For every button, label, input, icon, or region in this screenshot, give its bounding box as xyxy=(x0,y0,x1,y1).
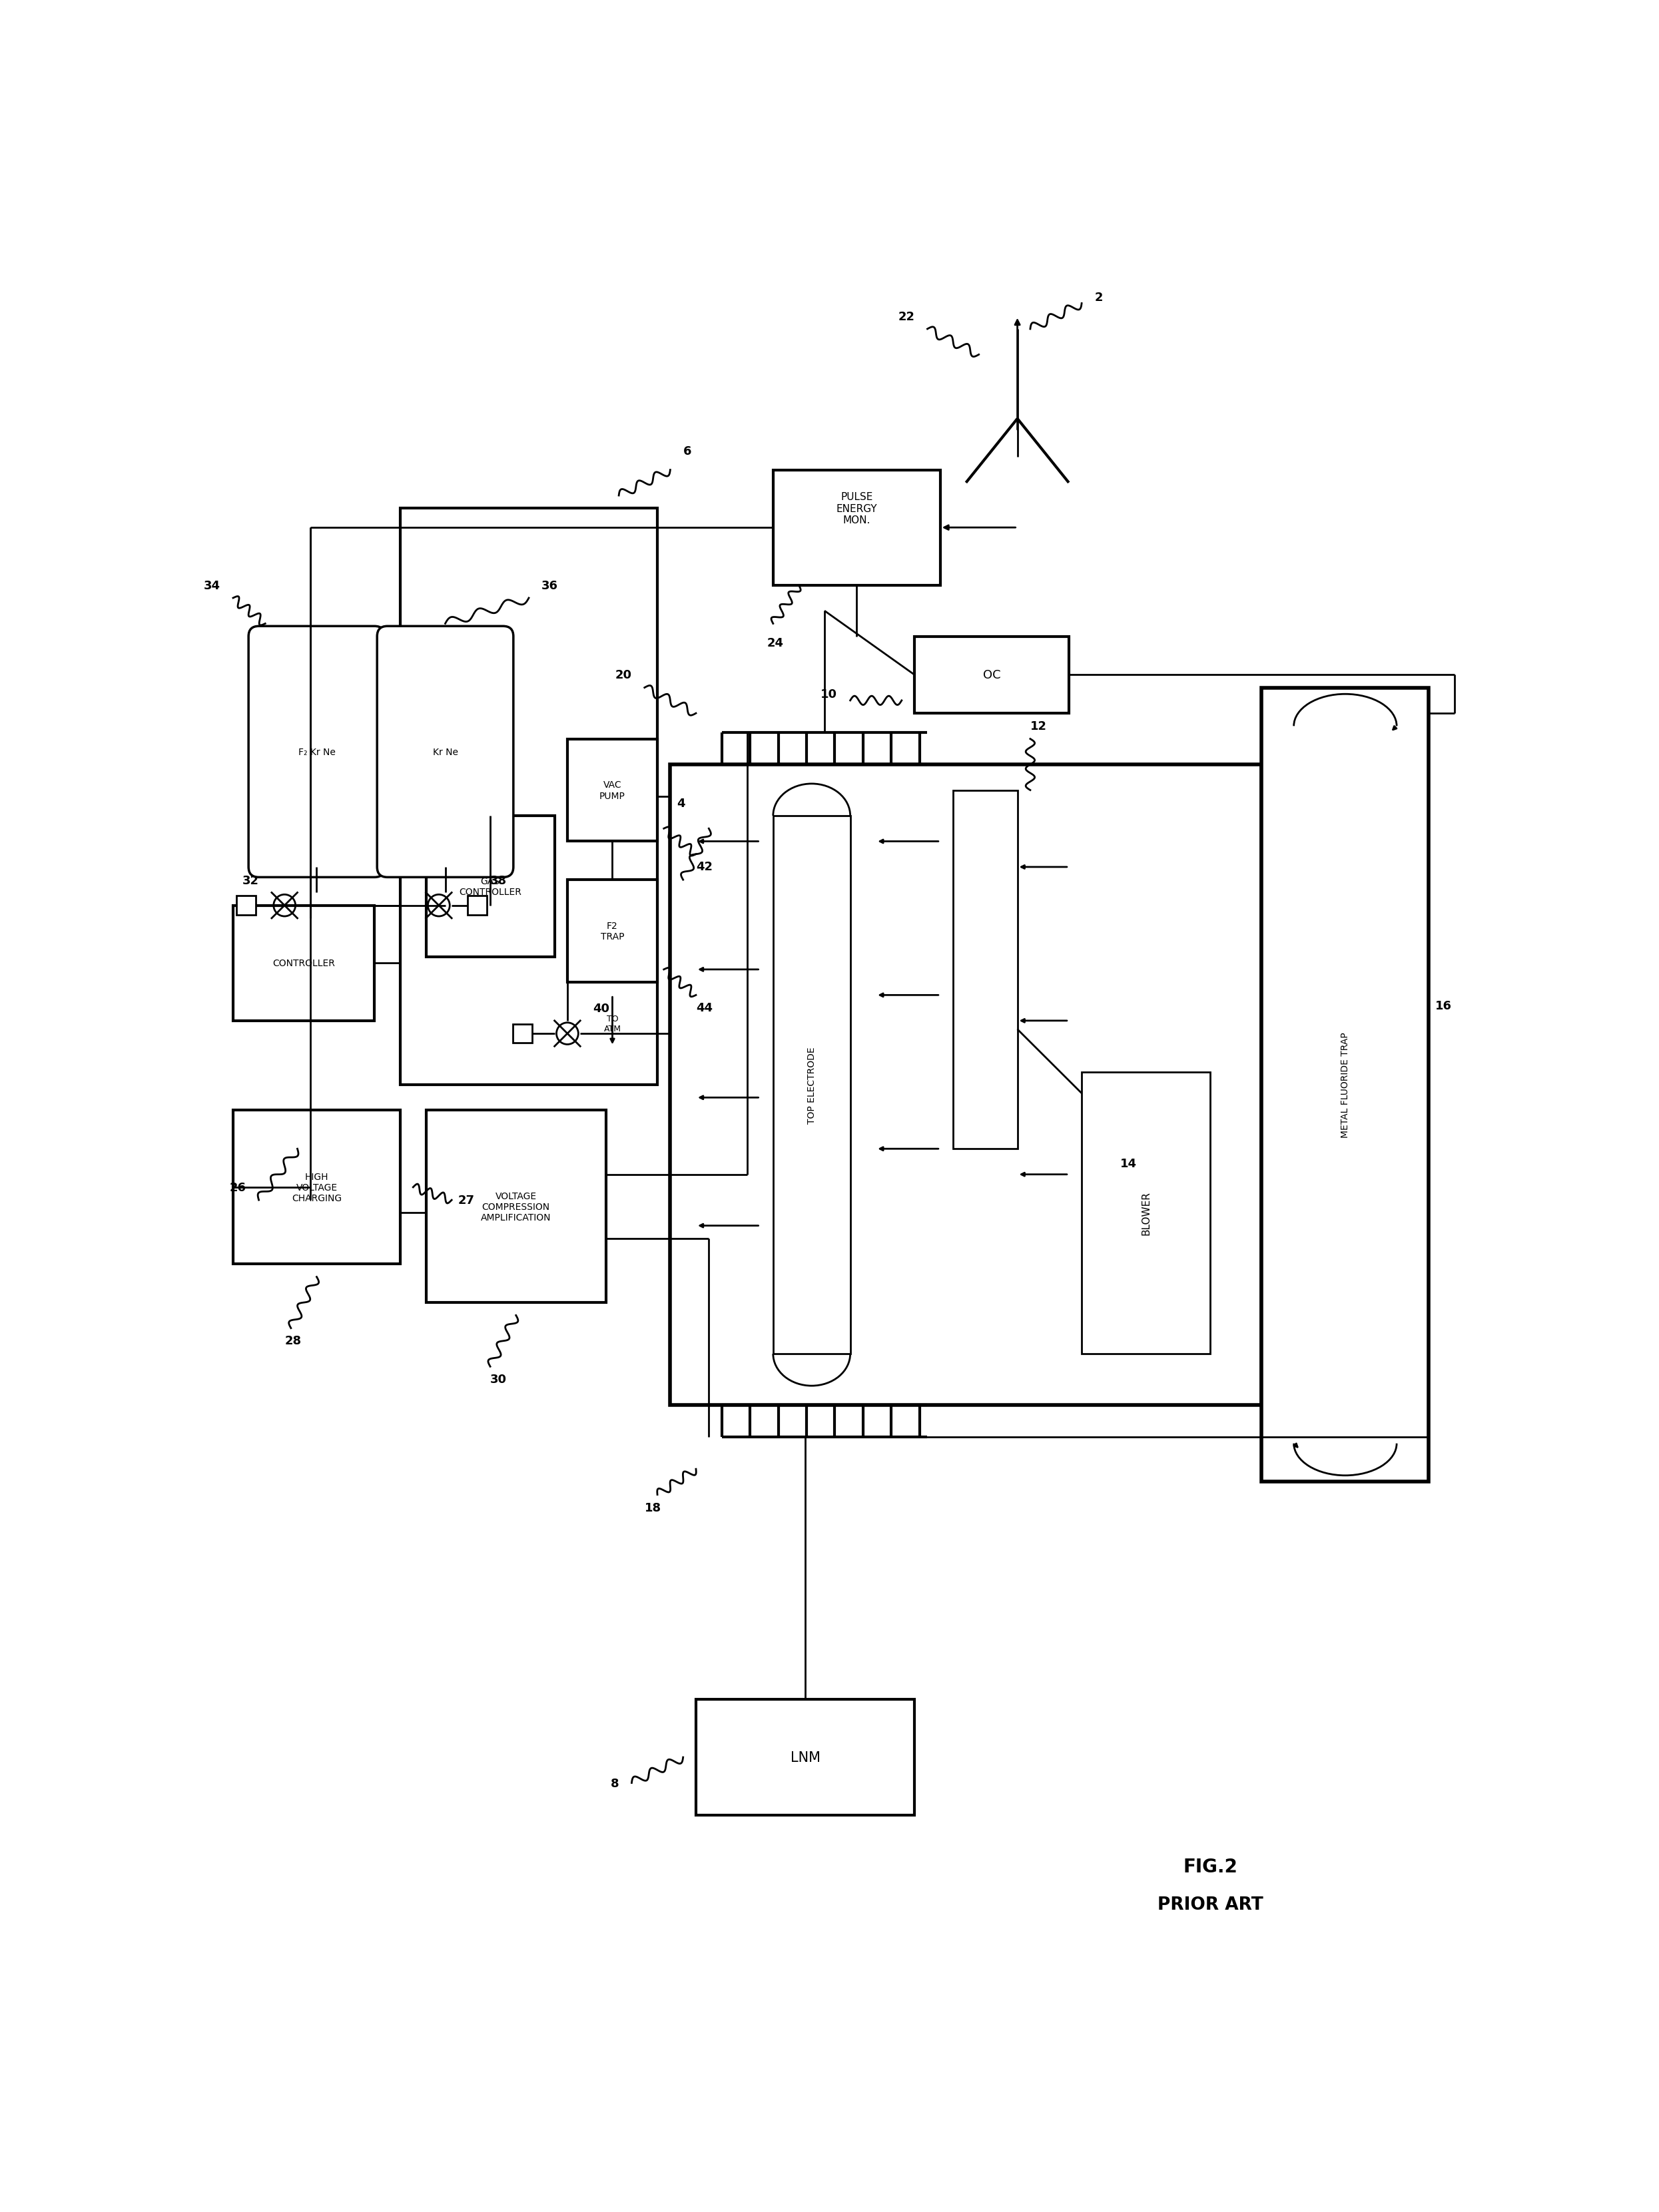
Text: 40: 40 xyxy=(594,1002,611,1015)
FancyBboxPatch shape xyxy=(377,626,513,878)
Text: GAS
CONTROLLER: GAS CONTROLLER xyxy=(460,876,521,896)
Text: PULSE
ENERGY
MON.: PULSE ENERGY MON. xyxy=(836,493,878,524)
Bar xyxy=(426,816,554,958)
Text: 34: 34 xyxy=(204,580,221,593)
Bar xyxy=(1082,1073,1211,1354)
Text: 16: 16 xyxy=(1435,1000,1452,1011)
Text: 14: 14 xyxy=(1120,1157,1136,1170)
Text: 10: 10 xyxy=(821,688,838,701)
Bar xyxy=(697,1699,914,1816)
Bar xyxy=(952,790,1017,1148)
Text: 20: 20 xyxy=(615,670,632,681)
Text: BLOWER: BLOWER xyxy=(1141,1192,1151,1234)
Text: CONTROLLER: CONTROLLER xyxy=(272,958,335,969)
Bar xyxy=(670,765,1262,1405)
Text: 28: 28 xyxy=(285,1334,302,1347)
Text: 44: 44 xyxy=(697,1002,713,1013)
Text: 22: 22 xyxy=(898,310,914,323)
Text: OC: OC xyxy=(982,670,1000,681)
Text: 38: 38 xyxy=(491,874,508,887)
Text: 4: 4 xyxy=(677,796,685,810)
Text: METAL FLUORIDE TRAP: METAL FLUORIDE TRAP xyxy=(1340,1033,1350,1137)
Text: 30: 30 xyxy=(491,1374,508,1385)
Text: VAC
PUMP: VAC PUMP xyxy=(599,781,625,801)
Bar xyxy=(232,905,375,1022)
Text: 32: 32 xyxy=(242,874,259,887)
FancyBboxPatch shape xyxy=(249,626,385,878)
Text: F2
TRAP: F2 TRAP xyxy=(601,922,624,942)
Text: 6: 6 xyxy=(684,445,692,458)
Text: F₂ Kr Ne: F₂ Kr Ne xyxy=(299,748,335,757)
Bar xyxy=(400,509,657,1086)
Bar xyxy=(567,880,657,982)
Bar xyxy=(232,1110,400,1265)
Text: HIGH
VOLTAGE
CHARGING: HIGH VOLTAGE CHARGING xyxy=(292,1172,342,1203)
Text: PRIOR ART: PRIOR ART xyxy=(1158,1896,1262,1913)
Text: 36: 36 xyxy=(541,580,559,593)
Text: LNM: LNM xyxy=(790,1750,820,1763)
Text: TOP ELECTRODE: TOP ELECTRODE xyxy=(806,1046,816,1124)
Text: FIG.2: FIG.2 xyxy=(1183,1856,1238,1876)
Text: 27: 27 xyxy=(458,1194,474,1206)
Bar xyxy=(468,896,488,916)
Text: 2: 2 xyxy=(1095,292,1103,303)
Bar xyxy=(773,816,851,1354)
Bar xyxy=(1262,688,1428,1482)
Text: 24: 24 xyxy=(766,637,783,648)
Text: 12: 12 xyxy=(1030,721,1047,732)
Bar xyxy=(773,471,941,586)
Text: Kr Ne: Kr Ne xyxy=(433,748,458,757)
Text: 8: 8 xyxy=(611,1776,619,1790)
Bar xyxy=(914,637,1068,714)
Text: VOLTAGE
COMPRESSION
AMPLIFICATION: VOLTAGE COMPRESSION AMPLIFICATION xyxy=(481,1192,551,1223)
Bar xyxy=(513,1024,533,1044)
Bar xyxy=(426,1110,606,1303)
Text: 26: 26 xyxy=(229,1181,246,1194)
Text: TO
ATM: TO ATM xyxy=(604,1015,620,1033)
Text: 18: 18 xyxy=(644,1502,662,1513)
Bar xyxy=(567,739,657,843)
Bar xyxy=(236,896,255,916)
Text: 42: 42 xyxy=(697,860,713,874)
